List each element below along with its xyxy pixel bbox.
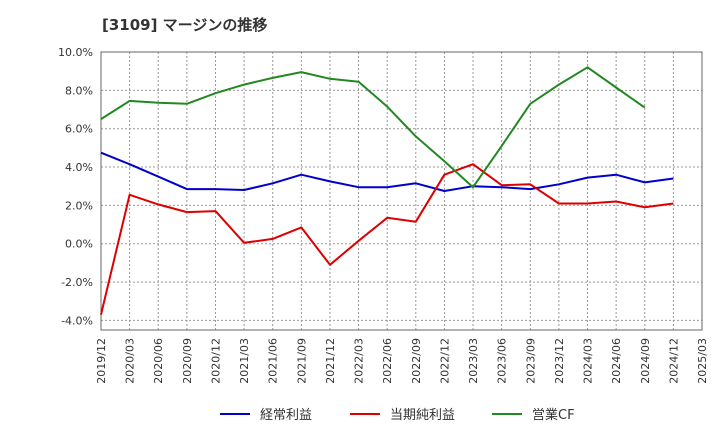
plot-border (100, 51, 703, 331)
x-tick-label: 2024/12 (667, 338, 680, 384)
x-tick-label: 2023/12 (553, 338, 566, 384)
y-tick-label: -2.0% (61, 276, 93, 289)
x-tick-label: 2023/06 (496, 338, 509, 384)
x-tick-label: 2024/06 (610, 338, 623, 384)
x-tick-label: 2019/12 (95, 338, 108, 384)
x-tick-label: 2022/06 (381, 338, 394, 384)
legend-label: 経常利益 (260, 408, 312, 423)
x-tick-label: 2021/12 (324, 338, 337, 384)
x-tick-label: 2021/06 (267, 338, 280, 384)
x-tick-label: 2021/03 (238, 338, 251, 384)
x-tick-label: 2021/09 (295, 338, 308, 384)
x-tick-label: 2022/09 (410, 338, 423, 384)
plot-area (101, 52, 702, 330)
x-tick-label: 2024/03 (582, 338, 595, 384)
y-tick-label: 8.0% (65, 84, 93, 97)
y-tick-label: 0.0% (65, 238, 93, 251)
x-tick-label: 2020/12 (209, 338, 222, 384)
x-tick-label: 2020/09 (181, 338, 194, 384)
y-tick-label: 2.0% (65, 199, 93, 212)
x-tick-label: 2022/03 (353, 338, 366, 384)
x-tick-label: 2022/12 (438, 338, 451, 384)
x-tick-label: 2025/03 (696, 338, 709, 384)
legend-label: 当期純利益 (390, 408, 455, 423)
series-line-3 (100, 66, 646, 189)
series-line-1 (100, 151, 674, 192)
legend-label: 営業CF (532, 407, 575, 423)
chart-title: [3109] マージンの推移 (102, 16, 268, 34)
x-tick-label: 2023/09 (524, 338, 537, 384)
y-tick-label: 6.0% (65, 123, 93, 136)
y-tick-label: 10.0% (58, 46, 93, 59)
y-tick-label: 4.0% (65, 161, 93, 174)
x-tick-label: 2020/06 (152, 338, 165, 384)
x-tick-label: 2024/09 (639, 338, 652, 384)
x-tick-label: 2020/03 (124, 338, 137, 384)
y-tick-label: -4.0% (61, 314, 93, 327)
series-line-2 (100, 163, 674, 315)
x-tick-label: 2023/03 (467, 338, 480, 384)
